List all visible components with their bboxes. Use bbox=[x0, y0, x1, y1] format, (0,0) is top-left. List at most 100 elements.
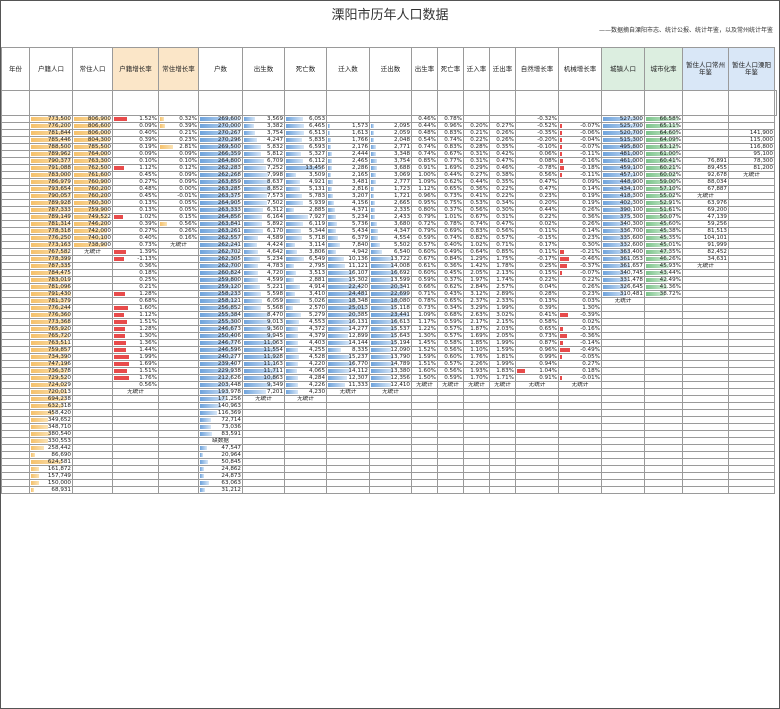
cell-value: 60.21% bbox=[659, 165, 681, 171]
cell-value: 0.27% bbox=[139, 179, 157, 185]
value-bar bbox=[646, 131, 678, 135]
data-cell: 50.07% bbox=[644, 213, 683, 221]
data-cell: 4,914 bbox=[284, 283, 327, 291]
cell-value: 0.41% bbox=[539, 312, 557, 318]
cell-value: 5,221 bbox=[266, 284, 283, 290]
data-cell: 15,194 bbox=[369, 339, 412, 347]
value-bar bbox=[31, 278, 70, 282]
year-cell bbox=[1, 381, 30, 389]
data-cell bbox=[728, 360, 775, 368]
data-cell bbox=[369, 402, 412, 410]
data-cell: 67,887 bbox=[682, 185, 729, 193]
value-bar bbox=[244, 124, 254, 128]
data-cell bbox=[72, 381, 113, 389]
cell-value: 263,841 bbox=[217, 221, 241, 227]
cell-value: 418,300 bbox=[619, 193, 643, 199]
cell-value: 1.93% bbox=[470, 368, 488, 374]
cell-value: 361,053 bbox=[619, 256, 643, 262]
cell-value: 1,613 bbox=[351, 130, 368, 136]
data-cell: 0.74% bbox=[463, 220, 490, 228]
data-cell: 3,754 bbox=[369, 157, 412, 165]
cell-value: 66.58% bbox=[659, 116, 681, 122]
cell-value: 240,277 bbox=[217, 354, 241, 360]
value-bar bbox=[603, 285, 627, 289]
cell-value: 0.60% bbox=[418, 270, 436, 276]
data-cell: 759,900 bbox=[72, 206, 113, 214]
data-cell: 760,200 bbox=[72, 185, 113, 193]
data-cell bbox=[463, 423, 490, 431]
year-cell bbox=[1, 437, 30, 445]
value-bar bbox=[286, 348, 298, 352]
value-bar bbox=[114, 369, 127, 373]
data-cell: 91,999 bbox=[682, 241, 729, 249]
value-bar bbox=[560, 376, 562, 380]
cell-value: 788,500 bbox=[47, 144, 71, 150]
value-bar bbox=[31, 124, 70, 128]
value-bar bbox=[371, 243, 380, 247]
data-cell: 0.58% bbox=[437, 339, 464, 347]
cell-value: 0.42% bbox=[496, 151, 514, 157]
data-cell: 2,048 bbox=[369, 136, 412, 144]
data-cell: 0.57% bbox=[437, 325, 464, 333]
data-cell: 258,233 bbox=[198, 290, 243, 298]
year-cell bbox=[1, 472, 30, 480]
value-bar bbox=[328, 264, 345, 268]
data-cell bbox=[158, 374, 199, 382]
value-bar bbox=[31, 341, 69, 345]
data-cell: 773,368 bbox=[29, 318, 73, 326]
table-row: 765,720 1.30% 250,406 9,945 4,379 12,899 15,64… bbox=[1, 332, 777, 340]
value-bar bbox=[244, 271, 258, 275]
data-cell bbox=[644, 416, 683, 424]
value-bar bbox=[31, 145, 70, 149]
data-cell: 45.35% bbox=[644, 234, 683, 242]
data-cell bbox=[682, 122, 729, 130]
data-cell: 762,500 bbox=[72, 164, 113, 172]
data-cell: 8,852 bbox=[242, 185, 285, 193]
value-bar bbox=[286, 355, 299, 359]
cell-value: 无统计 bbox=[743, 172, 760, 178]
data-cell: 76,891 bbox=[682, 157, 729, 165]
cell-value: 45.35% bbox=[659, 235, 681, 241]
data-cell: 3,069 bbox=[369, 171, 412, 179]
data-cell: 6,059 bbox=[242, 297, 285, 305]
data-cell bbox=[728, 241, 775, 249]
cell-value: 0.65% bbox=[444, 186, 462, 192]
value-bar bbox=[74, 243, 107, 247]
data-cell bbox=[728, 451, 775, 459]
cell-value: -0.14% bbox=[580, 340, 600, 346]
cell-value: 6,593 bbox=[308, 144, 325, 150]
data-cell: 无统计 bbox=[515, 381, 559, 389]
cell-value: 760,900 bbox=[87, 179, 111, 185]
cell-value: 5,327 bbox=[308, 151, 325, 157]
cell-value: 255,384 bbox=[217, 312, 241, 318]
data-cell: 0.48% bbox=[411, 129, 438, 137]
data-cell bbox=[411, 90, 438, 116]
data-cell bbox=[644, 381, 683, 389]
data-cell bbox=[112, 486, 159, 494]
cell-value: 8,637 bbox=[266, 179, 283, 185]
cell-value: 767,582 bbox=[47, 249, 71, 255]
data-cell: 1.75% bbox=[489, 255, 516, 263]
data-cell bbox=[728, 318, 775, 326]
cell-value: -0.05% bbox=[580, 354, 600, 360]
value-bar bbox=[200, 292, 239, 296]
data-cell bbox=[72, 339, 113, 347]
data-cell bbox=[72, 360, 113, 368]
cell-value: 无统计 bbox=[697, 263, 714, 269]
data-cell: 0.02% bbox=[515, 220, 559, 228]
data-cell bbox=[72, 479, 113, 487]
cell-value: 348,710 bbox=[47, 424, 71, 430]
cell-value: 4,642 bbox=[266, 249, 283, 255]
value-bar bbox=[31, 383, 67, 387]
data-cell bbox=[72, 318, 113, 326]
table-row: 86,690 20,964 bbox=[1, 451, 777, 459]
cell-value: 0.11% bbox=[539, 249, 557, 255]
data-cell: 694,238 bbox=[29, 395, 73, 403]
cell-value: 326,645 bbox=[619, 284, 643, 290]
data-cell bbox=[369, 472, 412, 480]
cell-value: 1.71% bbox=[496, 375, 514, 381]
year-cell bbox=[1, 164, 30, 172]
cell-value: 5,736 bbox=[351, 221, 368, 227]
data-cell: 0.74% bbox=[437, 136, 464, 144]
data-cell: 3,114 bbox=[284, 241, 327, 249]
